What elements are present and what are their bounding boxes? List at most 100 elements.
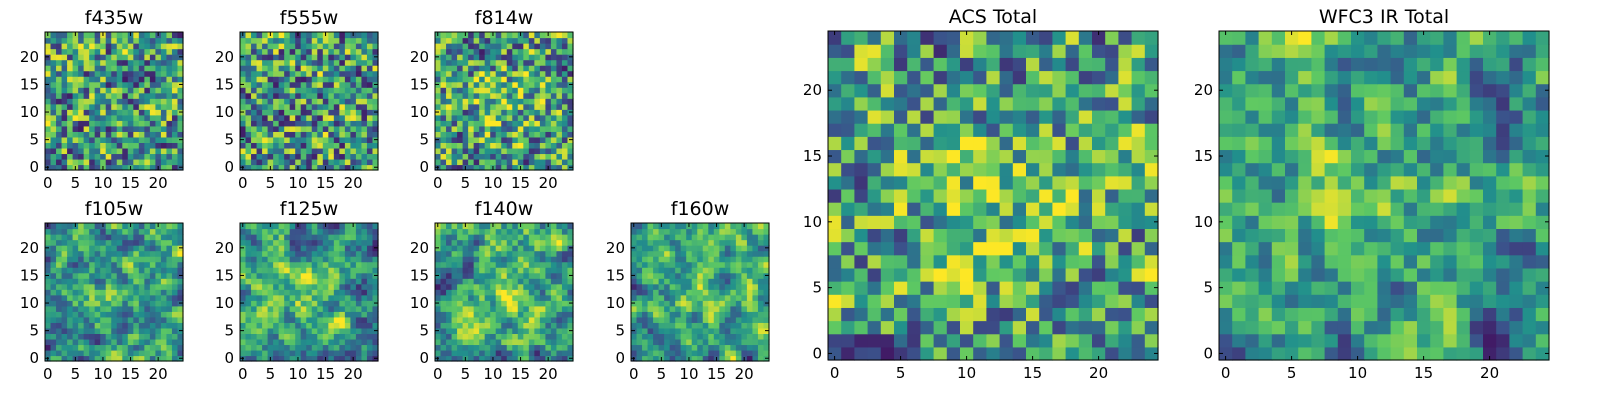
heatmap-cell — [473, 289, 480, 296]
heatmap-cell — [355, 289, 363, 296]
heatmap-cell — [702, 333, 709, 340]
heatmap-cell — [550, 239, 558, 246]
heatmap-cell — [539, 223, 546, 230]
heatmap-cell — [702, 349, 709, 357]
heatmap-cell — [50, 59, 57, 66]
heatmap-cell — [517, 92, 524, 99]
heatmap-cell — [149, 65, 156, 72]
heatmap-cell — [267, 316, 274, 323]
heatmap-cell — [295, 98, 302, 105]
heatmap-cell — [658, 228, 665, 235]
heatmap-cell — [111, 37, 118, 44]
heatmap-cell — [171, 228, 179, 235]
heatmap-cell — [653, 349, 660, 357]
heatmap-cell — [1039, 346, 1053, 361]
heatmap-cell — [854, 162, 869, 177]
heatmap-cell — [160, 43, 168, 50]
heatmap-cell — [567, 65, 574, 72]
heatmap-cell — [100, 305, 107, 312]
heatmap-cell — [284, 250, 291, 257]
heatmap-cell — [1078, 162, 1093, 177]
y-tick-label: 0 — [29, 349, 39, 367]
heatmap-cell — [245, 272, 252, 279]
heatmap-cell — [446, 322, 453, 329]
heatmap-cell — [361, 98, 368, 105]
heatmap-cell — [451, 158, 458, 166]
heatmap-cell — [636, 311, 643, 318]
heatmap-cell — [317, 48, 324, 55]
heatmap-cell — [446, 344, 453, 351]
heatmap-cell — [111, 327, 118, 334]
heatmap-cell — [127, 272, 134, 279]
heatmap-cell — [240, 338, 247, 346]
y-tick-label: 20 — [410, 48, 429, 66]
heatmap-cell — [262, 109, 269, 116]
heatmap-cell — [653, 234, 660, 241]
heatmap-cell — [741, 311, 748, 318]
heatmap-cell — [138, 158, 145, 166]
heatmap-cell — [78, 76, 85, 83]
heatmap-cell — [528, 250, 535, 257]
heatmap-cell — [479, 37, 486, 44]
heatmap-cell — [177, 131, 184, 138]
heatmap-cell — [350, 158, 357, 166]
heatmap-cell — [267, 43, 274, 50]
heatmap-cell — [631, 278, 638, 285]
heatmap-cell — [45, 92, 52, 99]
heatmap-cell — [361, 136, 368, 143]
heatmap-cell — [160, 333, 168, 340]
heatmap-cell — [284, 158, 291, 166]
heatmap-cell — [122, 234, 129, 241]
heatmap-cell — [72, 294, 79, 301]
heatmap-cell — [111, 103, 118, 110]
heatmap-cell — [127, 87, 134, 94]
heatmap-cell — [166, 228, 173, 235]
heatmap-cell — [262, 333, 269, 340]
heatmap-cell — [100, 272, 107, 279]
heatmap-cell — [361, 32, 368, 39]
heatmap-cell — [473, 327, 480, 334]
heatmap-cell — [556, 228, 563, 235]
heatmap-cell — [730, 256, 737, 263]
heatmap-cell — [894, 215, 908, 229]
heatmap-cell — [440, 92, 447, 99]
heatmap-cell — [45, 153, 52, 160]
heatmap-cell — [523, 37, 530, 44]
heatmap-cell — [920, 215, 935, 229]
heatmap-cell — [100, 316, 107, 323]
heatmap-cell — [328, 142, 335, 149]
heatmap-cell — [339, 65, 346, 72]
heatmap-cell — [171, 153, 179, 160]
x-tick-label: 5 — [71, 174, 81, 192]
heatmap-cell — [284, 109, 291, 116]
heatmap-cell — [435, 239, 442, 246]
heatmap-cell — [45, 333, 52, 340]
heatmap-cell — [636, 300, 643, 307]
heatmap-cell — [289, 322, 296, 329]
heatmap-cell — [284, 147, 291, 155]
heatmap-cell — [1092, 202, 1106, 216]
heatmap-cell — [94, 114, 101, 121]
heatmap-cell — [1012, 175, 1027, 190]
heatmap-cell — [177, 344, 184, 351]
heatmap-cell — [763, 239, 770, 246]
heatmap-cell — [50, 322, 57, 329]
heatmap-cell — [339, 239, 346, 246]
heatmap-cell — [111, 344, 118, 351]
heatmap-cell — [116, 278, 123, 285]
heatmap-cell — [512, 76, 519, 83]
heatmap-cell — [545, 81, 552, 88]
heatmap-cell — [45, 65, 52, 72]
heatmap-cell — [240, 158, 247, 166]
heatmap-cell — [56, 261, 63, 268]
heatmap-cell — [490, 109, 497, 116]
heatmap-cell — [495, 349, 502, 357]
heatmap-cell — [366, 131, 374, 138]
heatmap-cell — [490, 234, 497, 241]
heatmap-cell — [133, 355, 140, 362]
heatmap-cell — [306, 300, 313, 307]
heatmap-cell — [495, 142, 502, 149]
heatmap-cell — [45, 289, 52, 296]
heatmap-cell — [545, 228, 552, 235]
heatmap-cell — [828, 320, 842, 335]
